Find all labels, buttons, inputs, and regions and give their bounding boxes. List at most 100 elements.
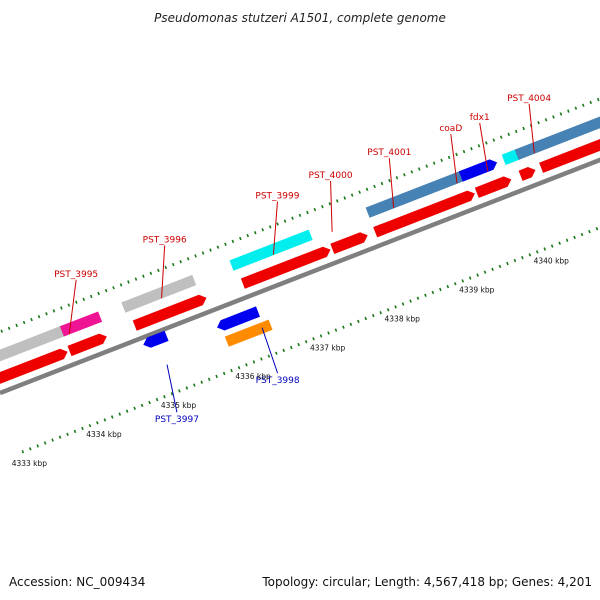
inner-tick <box>200 380 204 384</box>
kbp-label: 4338 kbp <box>385 314 421 323</box>
outer-tick <box>60 306 63 310</box>
kbp-label: 4335 kbp <box>161 401 197 410</box>
outer-tick <box>149 271 153 275</box>
inner-tick <box>379 311 382 315</box>
inner-tick <box>595 227 599 231</box>
outer-tick <box>112 286 115 290</box>
inner-tick <box>88 423 92 428</box>
red-cds-4000 <box>330 232 368 254</box>
gene-label: PST_4000 <box>309 171 353 181</box>
outer-tick <box>403 173 406 177</box>
inner-tick <box>148 400 151 405</box>
kbp-label: 4333 kbp <box>12 459 48 468</box>
cyan-gene-fdx1 <box>501 148 521 165</box>
outer-tick <box>261 228 264 232</box>
outer-tick <box>45 312 48 316</box>
genome-summary: Topology: circular; Length: 4,567,418 bp… <box>261 575 592 589</box>
inner-tick <box>178 389 181 393</box>
outer-tick <box>455 152 458 157</box>
inner-tick <box>163 395 166 399</box>
inner-tick <box>491 267 494 271</box>
kbp-label: 4339 kbp <box>459 285 495 294</box>
inner-tick <box>550 244 554 248</box>
leader-line <box>479 122 489 172</box>
outer-tick <box>462 149 466 154</box>
inner-tick <box>193 383 196 387</box>
outer-tick <box>589 100 593 105</box>
outer-tick <box>358 190 361 194</box>
outer-tick <box>171 262 175 267</box>
outer-tick <box>425 164 429 168</box>
inner-tick <box>521 256 524 260</box>
outer-tick <box>574 106 578 110</box>
gene-label: PST_4001 <box>367 148 411 158</box>
inner-tick <box>476 273 479 277</box>
inner-tick <box>364 316 368 321</box>
outer-tick <box>596 97 600 102</box>
outer-tick <box>440 158 443 162</box>
outer-tick <box>417 167 421 171</box>
blue-gene-coaD <box>458 159 498 182</box>
gray-gene-3996 <box>121 274 197 313</box>
inner-tick <box>588 229 591 234</box>
outer-tick <box>239 236 242 241</box>
inner-tick <box>96 421 99 425</box>
kbp-label: 4340 kbp <box>534 256 570 265</box>
inner-tick <box>342 325 345 329</box>
inner-tick <box>125 409 129 413</box>
inner-tick <box>394 305 397 309</box>
kbp-scale-labels: 4333 kbp 4334 kbp 4335 kbp 4336 kbp 4337 kbp… <box>12 256 570 468</box>
outer-tick <box>313 207 317 212</box>
inner-tick <box>401 302 405 306</box>
outer-tick-ring <box>0 97 600 333</box>
inner-tick <box>349 322 353 326</box>
outer-tick <box>209 248 212 252</box>
inner-tick <box>543 247 547 251</box>
outer-tick <box>30 317 33 322</box>
outer-tick <box>298 213 302 217</box>
outer-tick <box>537 121 540 125</box>
inner-tick <box>386 308 390 312</box>
outer-tick <box>447 155 451 160</box>
inner-tick <box>558 241 561 245</box>
gene-label: PST_3998 <box>256 376 300 386</box>
inner-tick <box>222 371 226 376</box>
gene-label: PST_4004 <box>507 94 551 104</box>
kbp-label: 4336 kbp <box>235 372 271 381</box>
inner-tick <box>230 368 233 373</box>
outer-tick <box>67 303 71 307</box>
inner-tick <box>207 377 211 381</box>
outer-tick <box>380 181 384 186</box>
feature-track <box>0 116 600 384</box>
inner-tick <box>357 319 360 324</box>
gene-label: coaD <box>439 124 462 134</box>
inner-tick <box>66 432 69 436</box>
red-cds-3999 <box>240 246 331 289</box>
gene-label: PST_3995 <box>54 270 98 280</box>
outer-tick <box>37 315 41 319</box>
outer-tick <box>328 202 332 206</box>
gene-labels: PST_3995 PST_3996 PST_3999 PST_4000 PST_4001… <box>54 94 551 425</box>
inner-tick <box>468 276 472 280</box>
outer-tick <box>388 178 391 183</box>
inner-tick <box>573 235 576 240</box>
inner-tick <box>535 250 539 254</box>
inner-tick <box>43 441 47 445</box>
inner-tick <box>237 366 241 370</box>
inner-tick <box>275 351 278 355</box>
outer-tick <box>142 274 145 278</box>
outer-tick <box>335 199 339 203</box>
outer-tick <box>119 283 123 287</box>
inner-tick <box>118 412 122 416</box>
outer-tick <box>432 161 436 165</box>
accession-label: Accession: NC_009434 <box>9 575 145 589</box>
outer-tick <box>216 245 220 249</box>
outer-tick <box>522 126 525 131</box>
outer-tick <box>97 291 100 296</box>
inner-tick <box>267 354 271 358</box>
red-cds-left <box>0 348 68 384</box>
leader-line <box>261 327 279 374</box>
outer-tick <box>373 184 376 189</box>
label-leaders <box>68 103 535 413</box>
inner-tick <box>215 374 218 379</box>
